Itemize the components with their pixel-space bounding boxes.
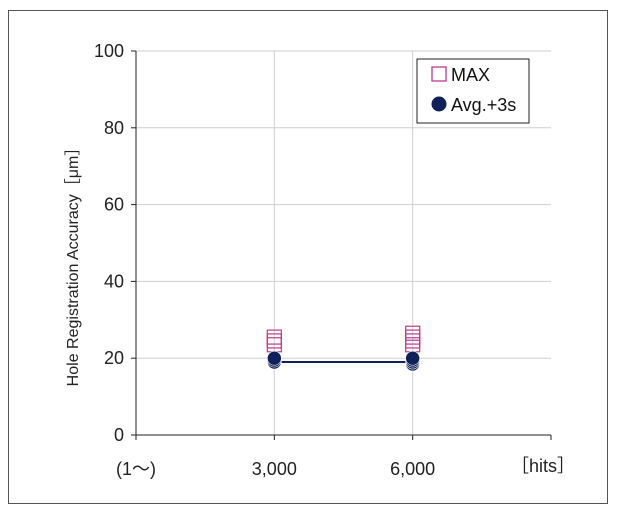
max-point — [266, 329, 282, 345]
y-tick-label: 20 — [104, 348, 124, 368]
y-tick-label: 40 — [104, 271, 124, 291]
legend-box — [416, 58, 530, 124]
legend: MAX Avg.+3s — [416, 58, 530, 124]
legend-avg-marker — [431, 96, 447, 112]
x-tick-label: 3,000 — [252, 459, 297, 479]
avg-point — [405, 350, 420, 366]
y-tick-label: 0 — [114, 425, 124, 445]
y-tick-label: 60 — [104, 195, 124, 215]
y-axis-title: Hole Registration Accuracy［μm］ — [64, 140, 82, 387]
legend-max-label: MAX — [451, 65, 490, 85]
x-unit-label: ［hits］ — [511, 456, 575, 476]
avg-point — [267, 350, 282, 366]
legend-max-marker — [431, 66, 447, 82]
x-tick-label: 6,000 — [390, 459, 435, 479]
legend-avg-label: Avg.+3s — [451, 95, 516, 115]
y-tick-label: 80 — [104, 118, 124, 138]
x-first-label: (1～) — [116, 459, 156, 479]
max-point — [405, 325, 421, 341]
y-tick-label: 100 — [94, 41, 124, 61]
marks-layer — [266, 325, 421, 372]
axes-layer: 0 20 40 60 80 100 3,000 6,000 — [94, 41, 552, 479]
